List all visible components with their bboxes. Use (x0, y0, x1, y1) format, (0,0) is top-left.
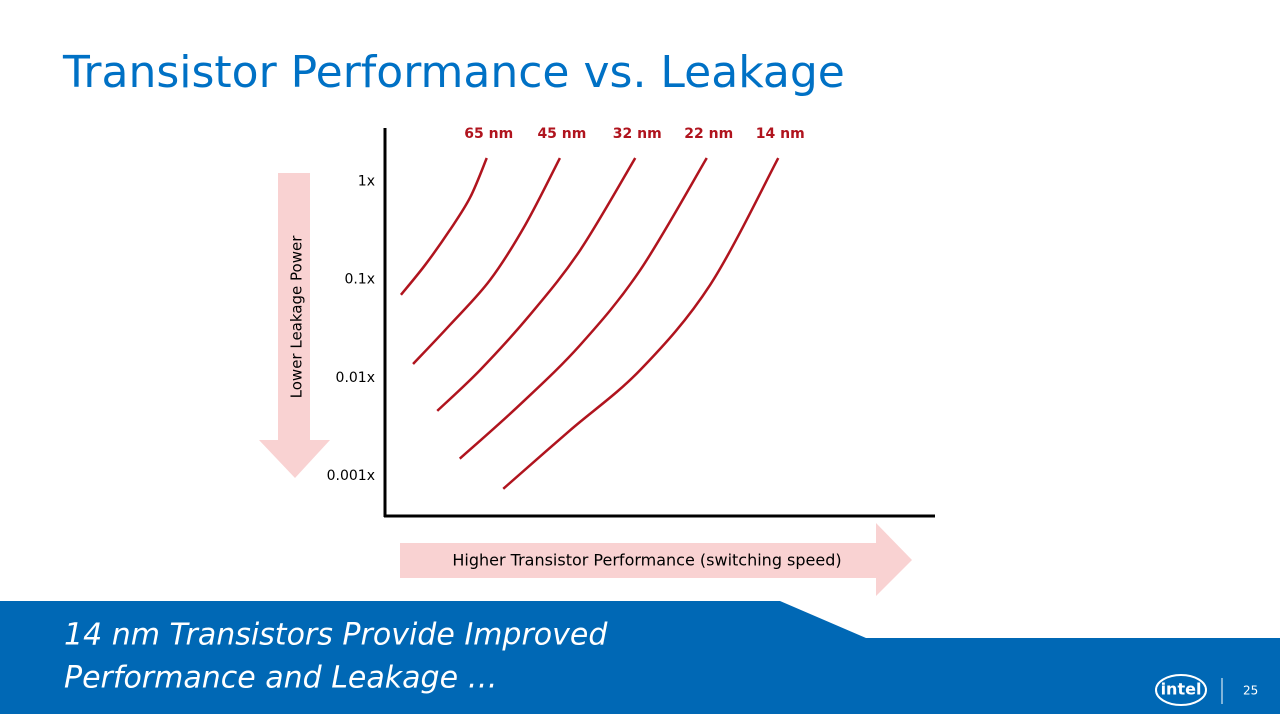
footer-banner (0, 601, 1280, 714)
y-axis-label: Lower Leakage Power (288, 235, 306, 399)
footer-line: 14 nm Transistors Provide Improved (64, 618, 608, 653)
y-tick-label: 0.01x (336, 370, 375, 386)
y-tick-label: 0.001x (327, 468, 375, 484)
series-label: 32 nm (613, 126, 662, 142)
leakage-curve (502, 157, 780, 490)
x-arrow-body (400, 543, 877, 578)
slide-title: Transistor Performance vs. Leakage (62, 47, 845, 98)
leakage-curve (399, 157, 488, 296)
leakage-curve (458, 157, 708, 460)
series-label: 65 nm (464, 126, 513, 142)
logo-ring (1155, 674, 1207, 706)
y-tick-label: 1x (358, 173, 375, 189)
logo: intel (1161, 680, 1202, 699)
leakage-curve (436, 157, 637, 412)
series-label: 22 nm (684, 126, 733, 142)
series-label: 45 nm (537, 126, 586, 142)
leakage-curve (412, 157, 562, 365)
page-number: 25 (1243, 684, 1258, 698)
y-arrow-head (259, 440, 330, 478)
x-axis-label: Higher Transistor Performance (switching… (452, 551, 841, 570)
footer-line: Performance and Leakage … (64, 661, 498, 696)
x-arrow-head (876, 523, 912, 596)
y-arrow-body (278, 173, 310, 441)
y-tick-label: 0.1x (344, 272, 375, 288)
series-label: 14 nm (756, 126, 805, 142)
